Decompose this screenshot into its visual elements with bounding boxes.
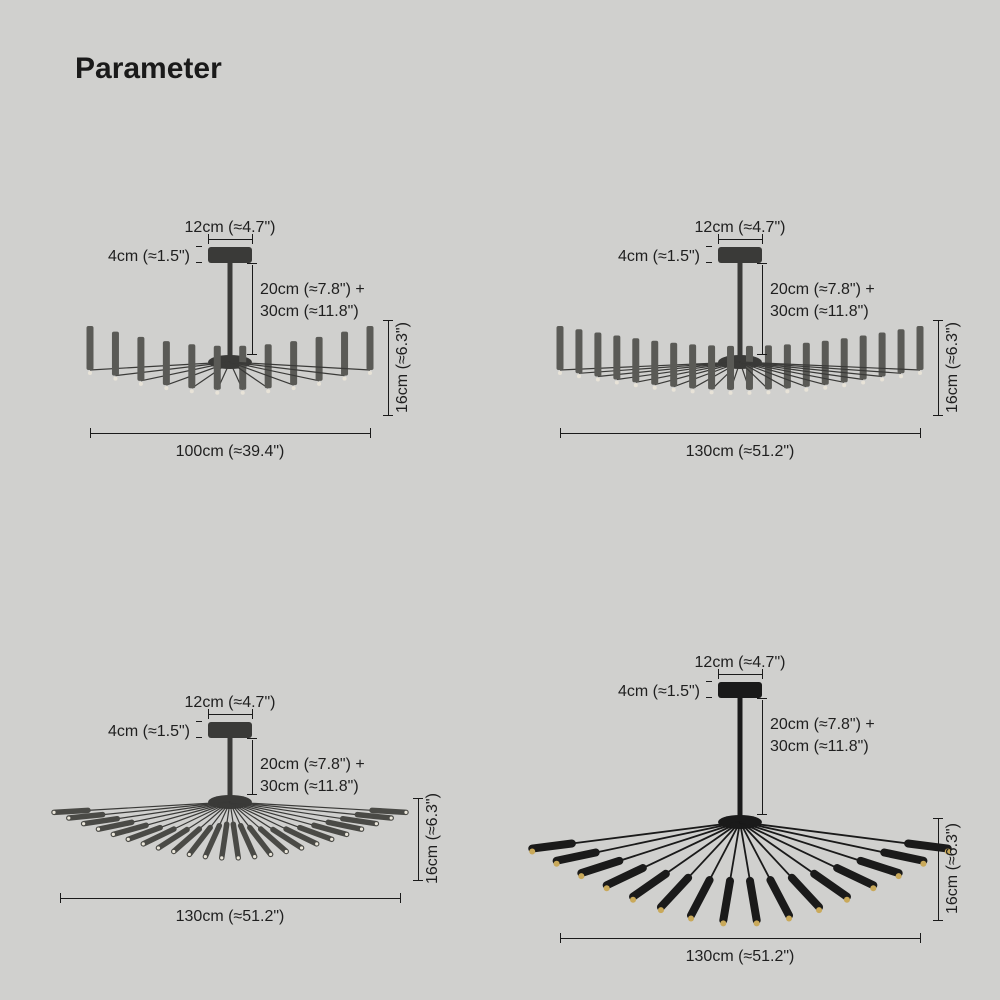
dimension-line — [762, 265, 763, 354]
dimension-tick — [90, 428, 91, 438]
dimension-tick — [920, 428, 921, 438]
dimension-line — [208, 714, 252, 715]
overall-height-label: 16cm (≈6.3") — [394, 318, 412, 418]
dimension-tick — [706, 697, 712, 698]
chandelier-icon — [0, 130, 500, 565]
overall-height-label: 16cm (≈6.3") — [944, 819, 962, 919]
dimension-tick — [560, 428, 561, 438]
dimension-tick — [757, 263, 767, 264]
dimension-line — [762, 700, 763, 814]
dimension-tick — [706, 262, 712, 263]
rod-length-label-1: 20cm (≈7.8") + — [770, 281, 920, 299]
canopy-width-label: 12cm (≈4.7") — [175, 219, 285, 237]
rod-length-label-2: 30cm (≈11.8") — [260, 778, 410, 796]
variant-grid: 12cm (≈4.7") 4cm (≈1.5") 20cm (≈7.8") + 30c… — [0, 130, 1000, 1000]
dimension-tick — [757, 354, 767, 355]
dimension-line — [90, 433, 370, 434]
dimension-tick — [60, 893, 61, 903]
variant-cell-2: 12cm (≈4.7") 4cm (≈1.5") 20cm (≈7.8") + 30c… — [500, 130, 1000, 565]
dimension-tick — [413, 798, 423, 799]
dimension-tick — [560, 933, 561, 943]
dimension-tick — [383, 320, 393, 321]
dimension-line — [418, 798, 419, 880]
dimension-tick — [718, 669, 719, 679]
chandelier-icon — [0, 565, 500, 1000]
overall-width-label: 130cm (≈51.2") — [150, 908, 310, 926]
dimension-line — [718, 239, 762, 240]
rod-length-label-1: 20cm (≈7.8") + — [770, 716, 920, 734]
rod-length-label-1: 20cm (≈7.8") + — [260, 756, 410, 774]
dimension-tick — [196, 246, 202, 247]
dimension-tick — [196, 721, 202, 722]
dimension-tick — [252, 234, 253, 244]
dimension-tick — [383, 415, 393, 416]
dimension-line — [560, 938, 920, 939]
dimension-tick — [757, 698, 767, 699]
canopy-width-label: 12cm (≈4.7") — [685, 654, 795, 672]
rod-length-label-2: 30cm (≈11.8") — [260, 303, 410, 321]
rod-length-label-2: 30cm (≈11.8") — [770, 303, 920, 321]
overall-width-label: 100cm (≈39.4") — [150, 443, 310, 461]
rod-length-label-2: 30cm (≈11.8") — [770, 738, 920, 756]
dimension-tick — [370, 428, 371, 438]
variant-cell-3: 12cm (≈4.7") 4cm (≈1.5") 20cm (≈7.8") + 30c… — [0, 565, 500, 1000]
dimension-tick — [196, 737, 202, 738]
canopy-width-label: 12cm (≈4.7") — [685, 219, 795, 237]
dimension-tick — [252, 709, 253, 719]
dimension-line — [208, 239, 252, 240]
dimension-tick — [208, 709, 209, 719]
overall-height-label: 16cm (≈6.3") — [424, 789, 442, 889]
chandelier-icon — [500, 130, 1000, 565]
dimension-tick — [933, 320, 943, 321]
dimension-tick — [247, 354, 257, 355]
dimension-tick — [933, 415, 943, 416]
dimension-line — [252, 265, 253, 354]
dimension-line — [388, 320, 389, 415]
rod-length-label-1: 20cm (≈7.8") + — [260, 281, 410, 299]
overall-height-label: 16cm (≈6.3") — [944, 318, 962, 418]
dimension-tick — [762, 669, 763, 679]
dimension-tick — [718, 234, 719, 244]
dimension-tick — [762, 234, 763, 244]
dimension-line — [718, 674, 762, 675]
dimension-tick — [413, 880, 423, 881]
overall-width-label: 130cm (≈51.2") — [660, 443, 820, 461]
dimension-tick — [400, 893, 401, 903]
dimension-tick — [933, 818, 943, 819]
variant-cell-1: 12cm (≈4.7") 4cm (≈1.5") 20cm (≈7.8") + 30c… — [0, 130, 500, 565]
canopy-height-label: 4cm (≈1.5") — [90, 248, 190, 266]
canopy-width-label: 12cm (≈4.7") — [175, 694, 285, 712]
dimension-line — [60, 898, 400, 899]
page-title: Parameter — [75, 52, 222, 86]
dimension-tick — [247, 263, 257, 264]
chandelier-icon — [500, 565, 1000, 1000]
dimension-tick — [706, 681, 712, 682]
dimension-tick — [247, 738, 257, 739]
dimension-tick — [920, 933, 921, 943]
dimension-line — [560, 433, 920, 434]
dimension-tick — [208, 234, 209, 244]
canopy-height-label: 4cm (≈1.5") — [90, 723, 190, 741]
dimension-line — [938, 818, 939, 920]
variant-cell-4: 12cm (≈4.7") 4cm (≈1.5") 20cm (≈7.8") + 30c… — [500, 565, 1000, 1000]
overall-width-label: 130cm (≈51.2") — [660, 948, 820, 966]
dimension-tick — [247, 794, 257, 795]
canopy-height-label: 4cm (≈1.5") — [600, 683, 700, 701]
dimension-tick — [933, 920, 943, 921]
dimension-tick — [757, 814, 767, 815]
dimension-line — [938, 320, 939, 415]
dimension-line — [252, 740, 253, 794]
canopy-height-label: 4cm (≈1.5") — [600, 248, 700, 266]
dimension-tick — [196, 262, 202, 263]
dimension-tick — [706, 246, 712, 247]
